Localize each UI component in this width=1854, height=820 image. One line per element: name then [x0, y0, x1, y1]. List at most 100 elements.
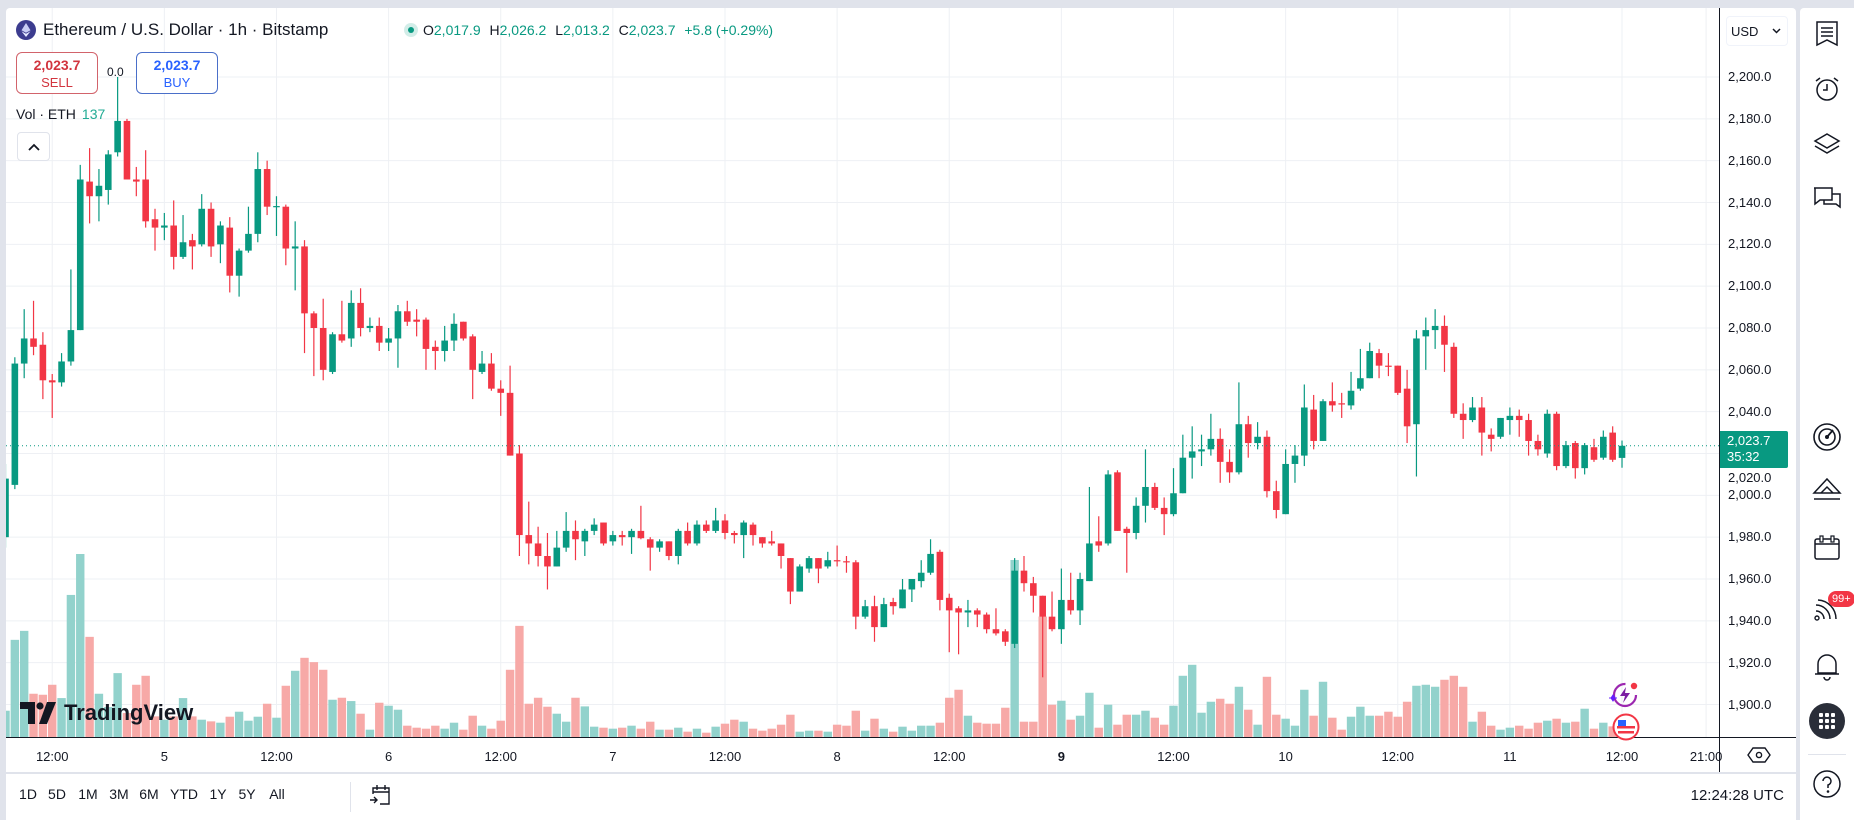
candle-body: [394, 311, 402, 339]
candle-body: [712, 520, 719, 531]
alert-clock-icon: [1815, 77, 1839, 101]
candle: [600, 522, 607, 546]
ohlc-legend: O2,017.9 H2,026.2 L2,013.2 C2,023.7 +5.8…: [423, 22, 778, 38]
candle-body: [189, 240, 196, 247]
volume-bar: [1524, 728, 1533, 737]
candle-body: [142, 179, 149, 222]
candle-body: [488, 363, 495, 389]
earnings-event-marker[interactable]: [1606, 680, 1640, 715]
volume-bar: [1477, 711, 1487, 737]
volume-bar: [477, 725, 487, 737]
range-button-1m[interactable]: 1M: [78, 786, 98, 802]
candle-body: [1207, 438, 1215, 450]
candle-body: [207, 208, 215, 247]
currency-selector[interactable]: USD: [1726, 16, 1788, 46]
candle-body: [843, 561, 850, 563]
range-button-ytd[interactable]: YTD: [170, 786, 198, 802]
collapse-legend-button[interactable]: [17, 132, 50, 161]
candle: [460, 321, 467, 341]
candle-body: [385, 338, 392, 343]
chart-panel[interactable]: Ethereum / U.S. Dollar · 1h · Bitstamp O…: [6, 8, 1796, 772]
range-button-all[interactable]: All: [269, 786, 285, 802]
candle: [1319, 399, 1327, 441]
timezone-clock[interactable]: 12:24:28 UTC: [1690, 787, 1784, 804]
candle-body: [1571, 443, 1579, 469]
candle-body: [123, 120, 131, 180]
volume-bar: [6, 710, 10, 737]
volume-bar: [786, 714, 795, 737]
chats-button[interactable]: [1812, 184, 1842, 214]
volume-bar: [1197, 712, 1206, 737]
volume-bar: [1430, 686, 1440, 737]
range-button-5y[interactable]: 5Y: [238, 786, 256, 802]
candle: [1515, 409, 1523, 437]
volume-bar: [384, 705, 393, 737]
ideas-button[interactable]: [1812, 475, 1842, 505]
calendar-button[interactable]: [1812, 533, 1842, 563]
range-button-6m[interactable]: 6M: [139, 786, 159, 802]
alerts-button[interactable]: [1812, 74, 1842, 104]
range-button-3m[interactable]: 3M: [109, 786, 129, 802]
candle: [1114, 470, 1121, 531]
candle-body: [562, 530, 570, 548]
candle-body: [936, 551, 944, 600]
watchlist-button[interactable]: [1812, 19, 1842, 49]
volume-legend[interactable]: Vol · ETH 137: [16, 106, 105, 122]
candle-body: [1515, 415, 1523, 421]
candle-body: [6, 478, 9, 538]
help-button[interactable]: [1812, 769, 1842, 799]
volume-bar: [702, 732, 711, 737]
volume-bar: [1094, 727, 1103, 737]
candle: [1441, 315, 1448, 372]
notifications-button[interactable]: [1812, 651, 1842, 681]
screeners-button[interactable]: [1812, 422, 1842, 452]
range-button-1d[interactable]: 1D: [19, 786, 37, 802]
volume-value: 137: [81, 106, 106, 122]
volume-bar: [318, 669, 328, 737]
candle-body: [833, 560, 841, 562]
candle: [478, 351, 486, 375]
news-count-badge: 99+: [1828, 591, 1854, 607]
buy-price: 2,023.7: [153, 57, 201, 73]
volume-bar: [1552, 718, 1561, 737]
tradingview-logo[interactable]: TradingView: [20, 700, 193, 726]
buy-button[interactable]: 2,023.7 BUY: [136, 52, 218, 94]
candle-body: [291, 246, 299, 249]
candle-body: [1403, 388, 1411, 427]
right-toolbar: 99+: [1800, 8, 1854, 820]
object-tree-button[interactable]: [1812, 129, 1842, 159]
candle-body: [76, 179, 84, 331]
volume-bar: [104, 707, 113, 737]
time-tick-label: 7: [609, 749, 617, 764]
candle: [796, 564, 804, 592]
go-to-date-button[interactable]: [368, 782, 394, 813]
volume-bar: [711, 726, 720, 737]
volume-bar: [571, 697, 580, 737]
candle: [1562, 440, 1570, 469]
news-button[interactable]: [1812, 595, 1842, 625]
volume-bar: [487, 728, 496, 737]
price-chart[interactable]: [6, 8, 1796, 772]
range-button-1y[interactable]: 1Y: [209, 786, 227, 802]
candle: [6, 463, 9, 548]
divider: [1808, 754, 1846, 755]
products-button[interactable]: [1809, 703, 1845, 739]
range-button-5d[interactable]: 5D: [48, 786, 66, 802]
us-economic-event-marker[interactable]: [1612, 713, 1640, 746]
candle-body: [506, 392, 514, 456]
candle-body: [1385, 365, 1392, 367]
price-tick-label: 2,040.0: [1728, 403, 1772, 419]
chart-settings-button[interactable]: [1746, 746, 1772, 769]
volume-bar: [1122, 714, 1131, 737]
candle: [1497, 417, 1504, 439]
candle: [871, 595, 878, 642]
volume-bar: [552, 713, 561, 737]
price-tick-label: 2,000.0: [1728, 487, 1772, 503]
volume-bar: [328, 699, 337, 737]
candle-body: [796, 566, 804, 592]
volume-bar: [524, 703, 533, 737]
candle-body: [1142, 486, 1149, 506]
symbol-title[interactable]: Ethereum / U.S. Dollar · 1h · Bitstamp: [43, 20, 329, 39]
volume-bar: [515, 625, 524, 737]
sell-button[interactable]: 2,023.7 SELL: [16, 52, 98, 94]
